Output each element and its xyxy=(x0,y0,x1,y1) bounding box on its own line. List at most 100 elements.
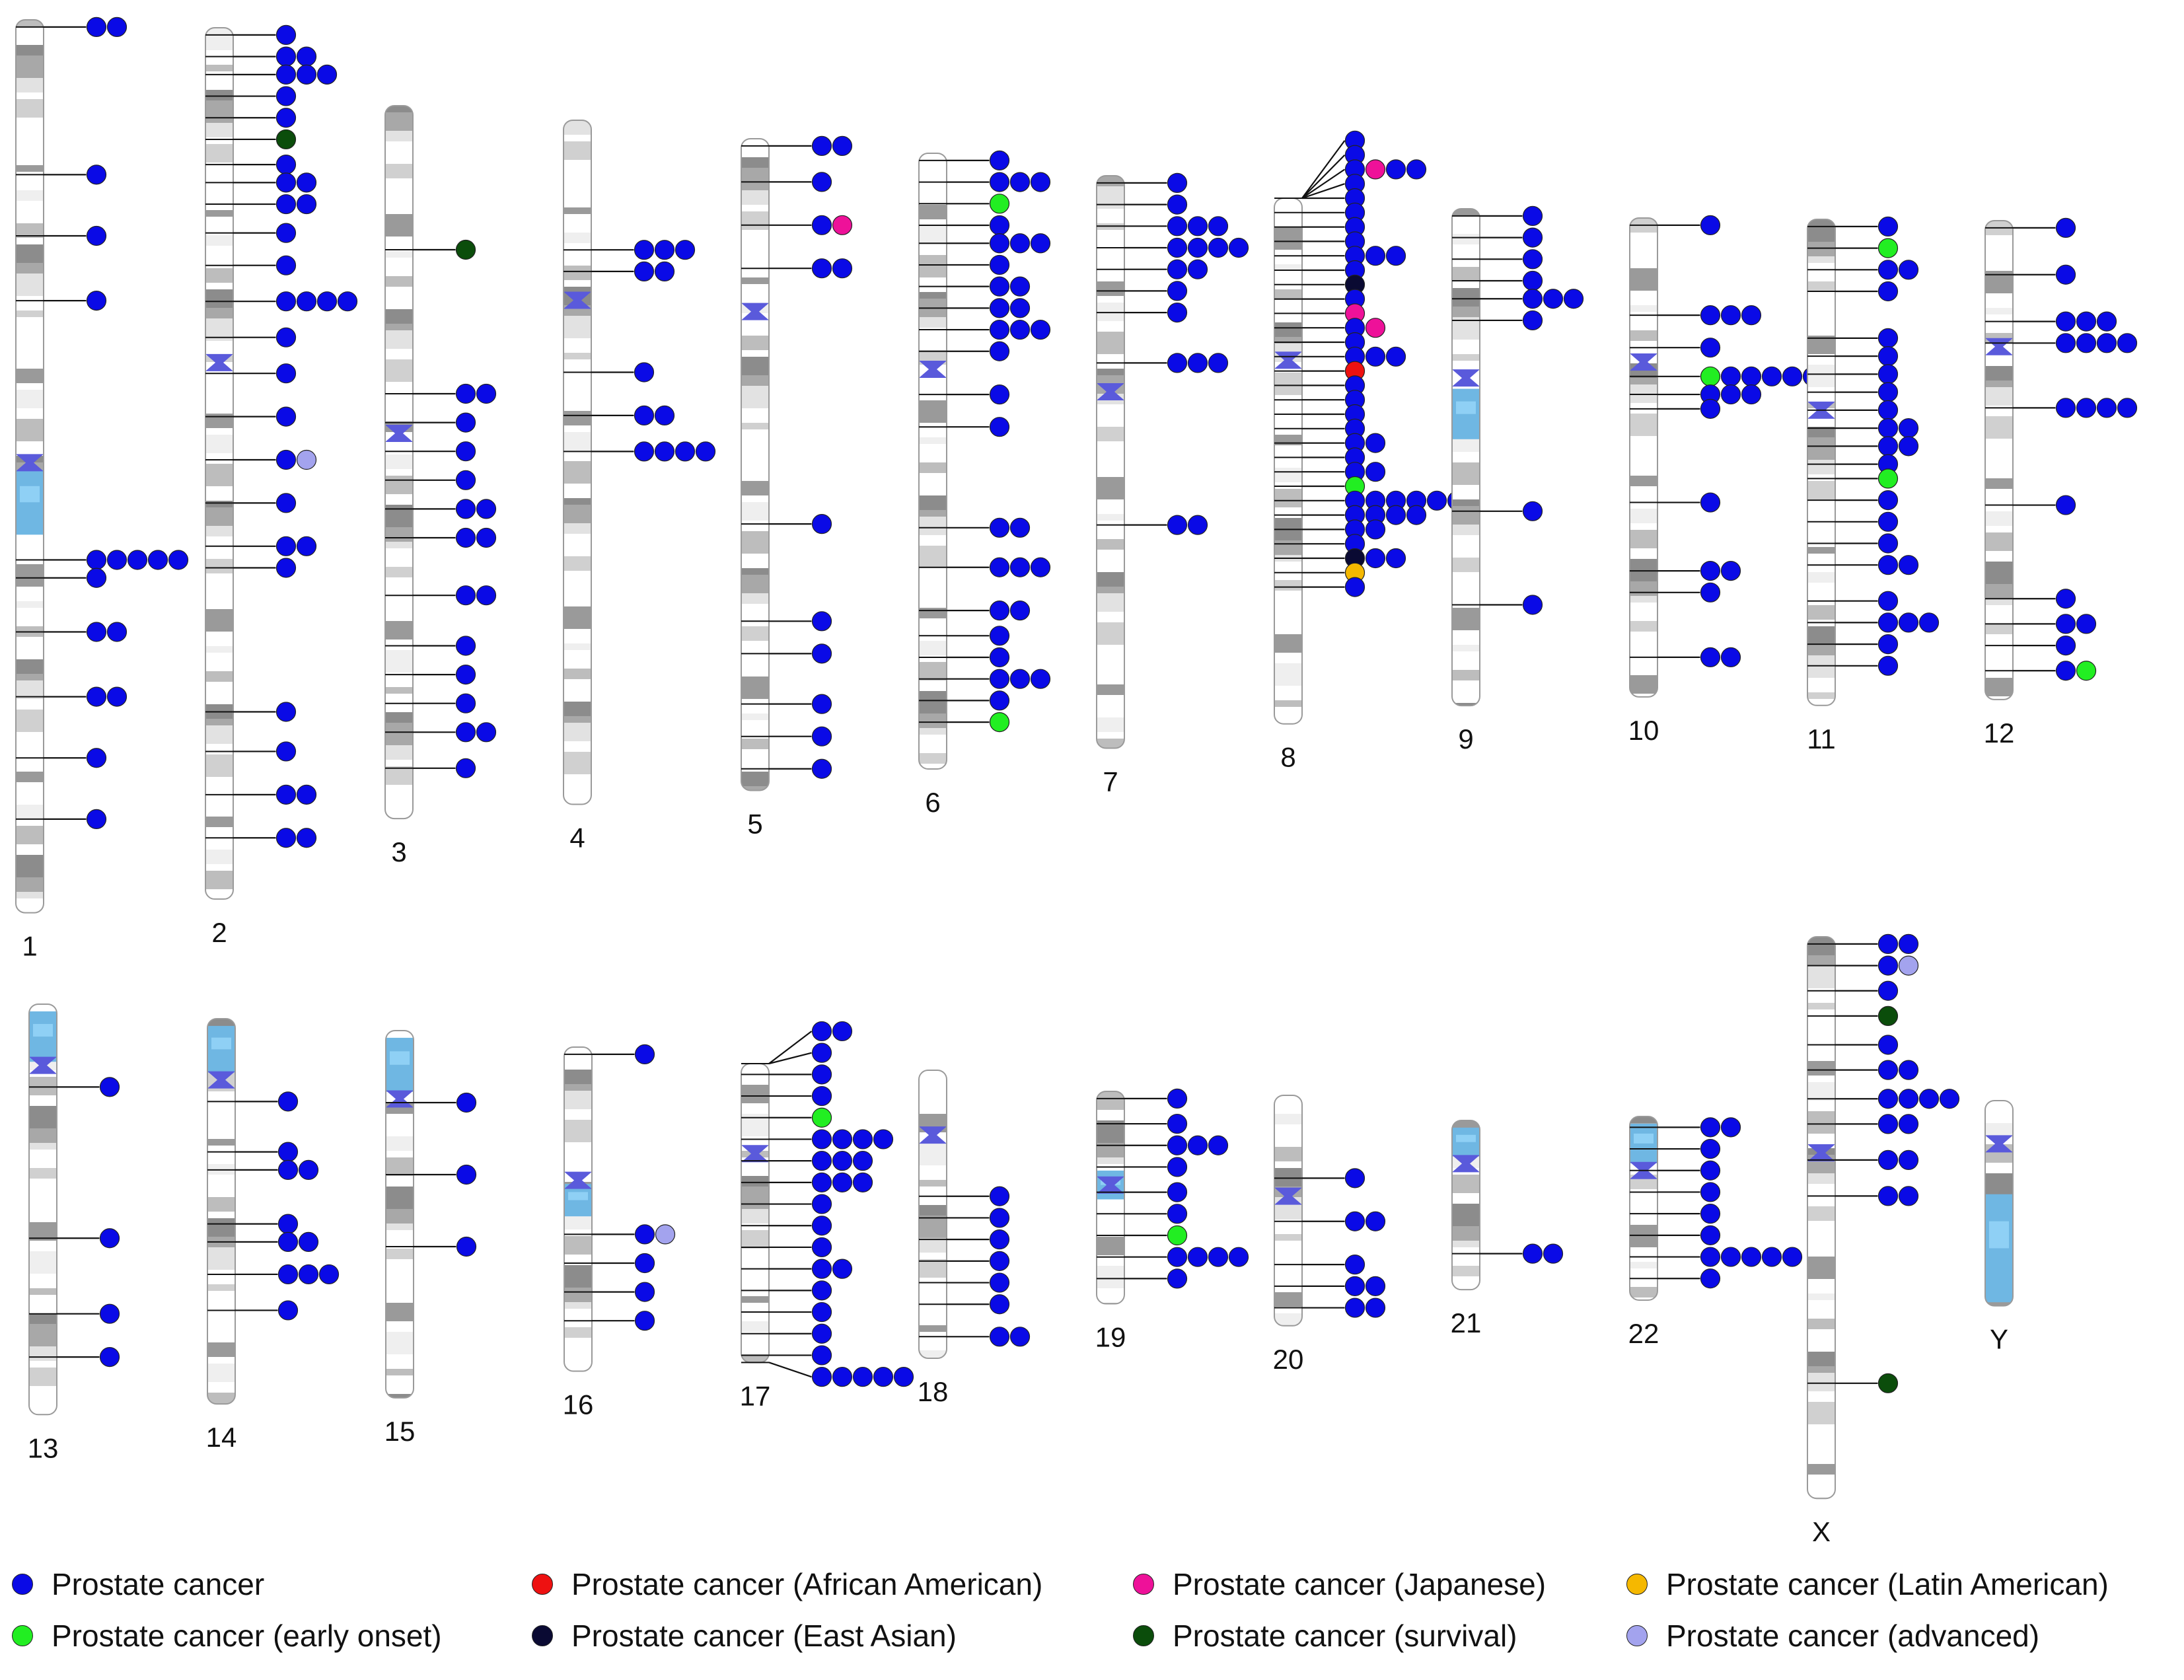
association-dot-pc[interactable] xyxy=(1877,260,1899,280)
association-dot-pc[interactable] xyxy=(1344,1297,1365,1318)
association-dot-pc[interactable] xyxy=(1543,289,1564,309)
association-dot-pc[interactable] xyxy=(1009,601,1031,621)
association-dot-pc[interactable] xyxy=(1543,1243,1564,1264)
association-dot-pc[interactable] xyxy=(852,1172,873,1192)
association-dot-pc[interactable] xyxy=(1365,433,1386,453)
association-dot-pc[interactable] xyxy=(296,172,317,193)
association-dot-pc[interactable] xyxy=(1167,259,1188,279)
association-dot-pc[interactable] xyxy=(893,1367,914,1387)
association-dot-pc[interactable] xyxy=(1741,366,1762,386)
association-dot-pc[interactable] xyxy=(1187,259,1208,279)
association-dot-pc[interactable] xyxy=(1167,353,1188,373)
association-dot-pc[interactable] xyxy=(1720,305,1741,326)
association-dot-pc[interactable] xyxy=(86,686,107,707)
association-dot-pc[interactable] xyxy=(2117,398,2138,418)
association-dot-pc[interactable] xyxy=(989,384,1010,405)
association-dot-pc[interactable] xyxy=(316,64,338,85)
association-dot-pc[interactable] xyxy=(1898,1089,1919,1109)
association-dot-pc[interactable] xyxy=(106,550,127,570)
association-dot-pc[interactable] xyxy=(1167,1247,1188,1267)
association-dot-pc[interactable] xyxy=(1898,436,1919,457)
association-dot-pc[interactable] xyxy=(2096,311,2117,332)
association-dot-pc[interactable] xyxy=(1009,172,1031,192)
association-dot-pc[interactable] xyxy=(811,694,832,714)
association-dot-pc[interactable] xyxy=(1700,215,1721,235)
association-dot-pc[interactable] xyxy=(1187,237,1208,258)
association-dot-pc[interactable] xyxy=(1167,1157,1188,1177)
association-dot-pc[interactable] xyxy=(277,1159,299,1181)
association-dot-pc[interactable] xyxy=(1877,612,1899,633)
association-dot-pc[interactable] xyxy=(456,1236,477,1257)
association-dot-pc[interactable] xyxy=(989,417,1010,437)
association-dot-pc[interactable] xyxy=(811,1367,832,1387)
association-dot-pc[interactable] xyxy=(1898,1186,1919,1206)
association-dot-pc[interactable] xyxy=(1877,634,1899,655)
association-dot-pc[interactable] xyxy=(1877,1114,1899,1134)
association-dot-pc[interactable] xyxy=(277,1142,299,1162)
association-dot-pc[interactable] xyxy=(1877,980,1899,1001)
association-dot-eo[interactable] xyxy=(2076,661,2097,681)
association-dot-eo[interactable] xyxy=(1877,238,1899,258)
association-dot-pc[interactable] xyxy=(1898,260,1919,280)
association-dot-pc[interactable] xyxy=(989,254,1010,275)
association-dot-pc[interactable] xyxy=(275,223,297,243)
association-dot-pc[interactable] xyxy=(456,1092,477,1113)
association-dot-pc[interactable] xyxy=(1522,310,1543,331)
association-dot-jp[interactable] xyxy=(832,215,853,235)
association-dot-pc[interactable] xyxy=(2055,589,2076,609)
association-dot-pc[interactable] xyxy=(106,622,127,642)
association-dot-pc[interactable] xyxy=(1009,276,1031,297)
association-dot-pc[interactable] xyxy=(99,1347,120,1368)
association-dot-pc[interactable] xyxy=(1187,353,1208,373)
association-dot-pc[interactable] xyxy=(811,611,832,632)
association-dot-pc[interactable] xyxy=(811,514,832,534)
association-dot-pc[interactable] xyxy=(275,493,297,513)
association-dot-pc[interactable] xyxy=(811,1021,832,1042)
association-dot-pc[interactable] xyxy=(1898,1150,1919,1171)
association-dot-pc[interactable] xyxy=(811,135,832,156)
association-dot-pc[interactable] xyxy=(1700,1247,1721,1267)
association-dot-pc[interactable] xyxy=(86,291,107,311)
association-dot-pc[interactable] xyxy=(1522,227,1543,248)
association-dot-pc[interactable] xyxy=(1009,319,1031,340)
association-dot-pc[interactable] xyxy=(168,550,189,570)
association-dot-pc[interactable] xyxy=(989,1186,1010,1206)
association-dot-pc[interactable] xyxy=(989,647,1010,668)
association-dot-pc[interactable] xyxy=(811,643,832,664)
association-dot-pc[interactable] xyxy=(811,1216,832,1236)
association-dot-pc[interactable] xyxy=(86,225,107,246)
association-dot-pc[interactable] xyxy=(1877,933,1899,955)
association-dot-pc[interactable] xyxy=(1167,1113,1188,1134)
association-dot-pc[interactable] xyxy=(1228,237,1249,258)
association-dot-pc[interactable] xyxy=(2055,333,2076,353)
association-dot-pc[interactable] xyxy=(1167,237,1188,258)
association-dot-pc[interactable] xyxy=(275,406,297,427)
association-dot-pc[interactable] xyxy=(1877,346,1899,367)
association-dot-pc[interactable] xyxy=(316,291,338,312)
association-dot-pc[interactable] xyxy=(275,363,297,384)
association-dot-pc[interactable] xyxy=(1228,1247,1249,1267)
association-dot-pc[interactable] xyxy=(1877,216,1899,237)
association-dot-pc[interactable] xyxy=(852,1367,873,1387)
association-dot-pc[interactable] xyxy=(296,536,317,556)
association-dot-pc[interactable] xyxy=(811,1064,832,1085)
association-dot-pc[interactable] xyxy=(2076,398,2097,418)
association-dot-pc[interactable] xyxy=(1167,1135,1188,1155)
association-dot-pc[interactable] xyxy=(1700,305,1721,326)
association-dot-pc[interactable] xyxy=(277,1231,299,1253)
association-dot-pc[interactable] xyxy=(1761,1247,1782,1267)
association-dot-pc[interactable] xyxy=(275,64,297,85)
association-dot-pc[interactable] xyxy=(811,758,832,779)
association-dot-pc[interactable] xyxy=(1187,1135,1208,1155)
association-dot-pc[interactable] xyxy=(811,1151,832,1171)
association-dot-pc[interactable] xyxy=(634,405,655,426)
association-dot-pc[interactable] xyxy=(275,702,297,722)
association-dot-pc[interactable] xyxy=(2055,398,2076,418)
association-dot-pc[interactable] xyxy=(989,319,1010,340)
association-dot-pc[interactable] xyxy=(1522,270,1543,291)
association-dot-pc[interactable] xyxy=(811,1345,832,1366)
association-dot-pc[interactable] xyxy=(1877,591,1899,611)
association-dot-pc[interactable] xyxy=(811,215,832,235)
association-dot-pc[interactable] xyxy=(275,24,297,46)
association-dot-pc[interactable] xyxy=(1030,557,1051,577)
